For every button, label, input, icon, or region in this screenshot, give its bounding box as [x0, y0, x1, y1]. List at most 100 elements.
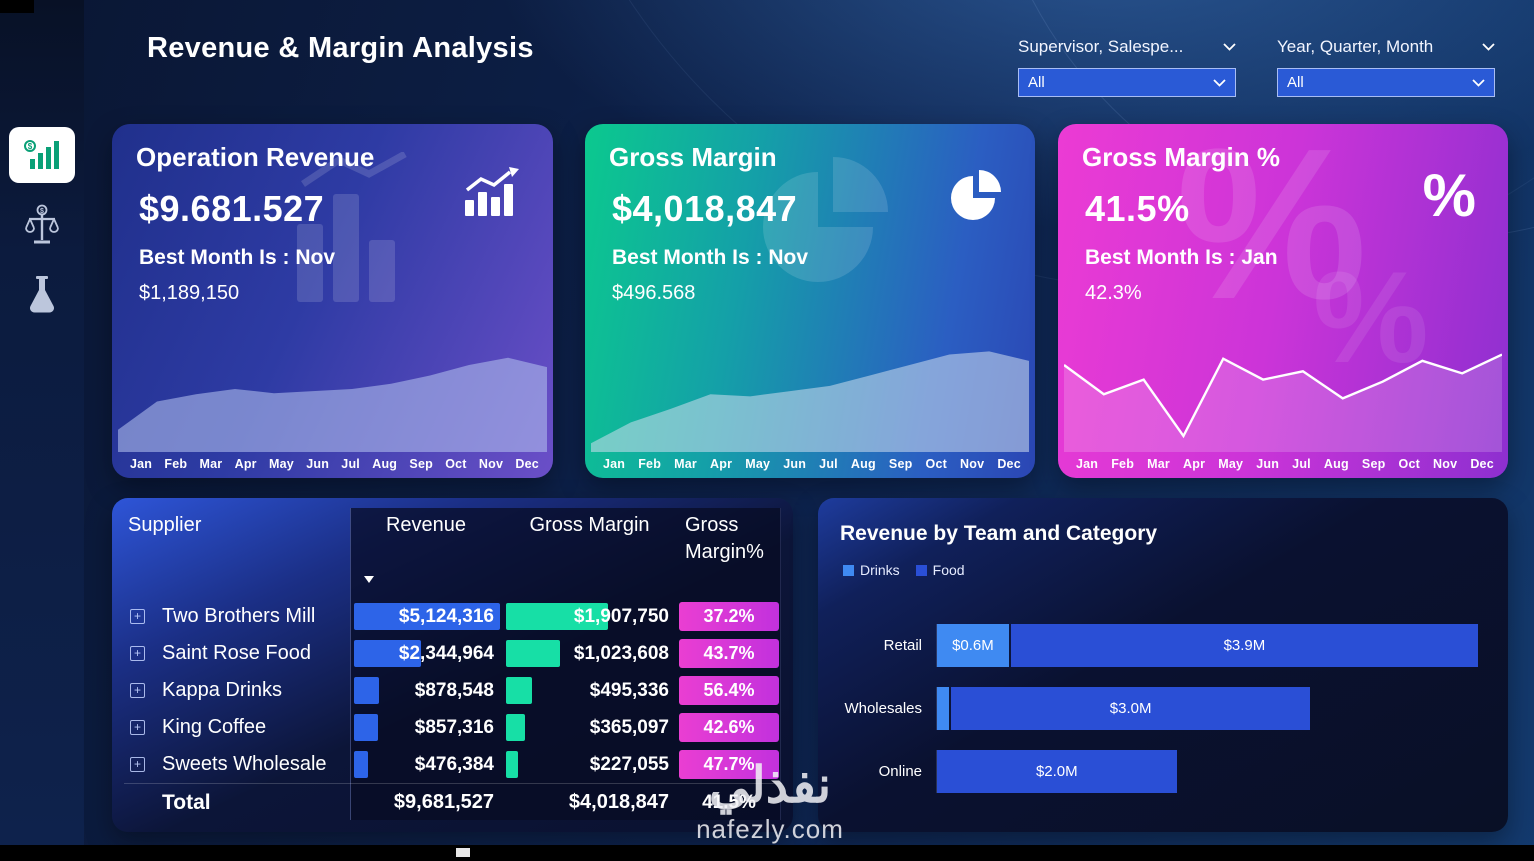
expand-icon[interactable]: + — [130, 757, 145, 772]
table-row[interactable]: + Kappa Drinks $878,548 $495,336 56.4% — [124, 672, 781, 709]
gross-margin-data-bar — [506, 751, 519, 778]
filter-period-value: All — [1287, 74, 1304, 91]
gross-margin-value: $365,097 — [589, 716, 669, 738]
bar-chart-icon — [463, 166, 521, 223]
team-bar-row: Retail $0.6M $3.9M — [840, 624, 1482, 667]
month-axis: Jan Feb Mar Apr May Jun Jul Aug Sep Oct Nov Dec — [130, 457, 539, 471]
legend-item-food[interactable]: Food — [915, 562, 965, 578]
column-header-revenue[interactable]: Revenue — [385, 514, 467, 536]
table-row[interactable]: + Saint Rose Food $2,344,964 $1,023,608 43.7… — [124, 635, 781, 672]
filter-supervisor: Supervisor, Salespe... All — [1018, 35, 1236, 97]
kpi-card-gross-margin: Gross Margin $4,018,847 Best Month Is : … — [585, 124, 1035, 478]
margin-pct-chip: 47.7% — [679, 750, 779, 779]
bar-segment-food[interactable]: $3.9M — [1010, 624, 1478, 667]
supplier-name: Kappa Drinks — [162, 679, 283, 701]
kpi-best-month-value: 42.3% — [1085, 282, 1142, 304]
month-label: Dec — [997, 457, 1021, 471]
kpi-title: Operation Revenue — [136, 142, 375, 172]
supplier-table-card: Supplier Revenue Gross Margin Gross Marg… — [112, 498, 793, 832]
sidebar-item-revenue-page[interactable]: $ — [9, 127, 75, 183]
legend-swatch — [843, 564, 854, 576]
kpi-card-gross-margin-pct: % % Gross Margin % 41.5% Best Month Is :… — [1058, 124, 1508, 478]
gross-margin-data-bar — [506, 603, 608, 630]
filter-period: Year, Quarter, Month All — [1277, 35, 1495, 97]
table-body: + Two Brothers Mill $5,124,316 $1,907,750 37… — [124, 598, 781, 820]
month-axis: Jan Feb Mar Apr May Jun Jul Aug Sep Oct Nov Dec — [603, 457, 1021, 471]
supplier-name: Sweets Wholesale — [162, 753, 327, 775]
filter-supervisor-header[interactable]: Supervisor, Salespe... — [1018, 35, 1236, 59]
table-total-row: Total $9,681,527 $4,018,847 41.5% — [124, 783, 781, 820]
legend-label: Drinks — [860, 562, 900, 578]
category-label: Retail — [883, 637, 922, 654]
table-header-row: Supplier Revenue Gross Margin Gross Marg… — [124, 512, 781, 566]
month-label: Dec — [1470, 457, 1494, 471]
category-label: Wholesales — [844, 700, 922, 717]
table-row[interactable]: + King Coffee $857,316 $365,097 42.6% — [124, 709, 781, 746]
bar-segment-food[interactable]: $3.0M — [950, 687, 1311, 730]
column-header-gross-margin[interactable]: Gross Margin — [529, 514, 650, 536]
revenue-value: $476,384 — [414, 753, 494, 775]
gross-margin-cell: $227,055 — [502, 746, 677, 783]
month-axis: Jan Feb Mar Apr May Jun Jul Aug Sep Oct Nov Dec — [1076, 457, 1494, 471]
revenue-cell: $476,384 — [350, 746, 502, 783]
month-label: Apr — [234, 457, 257, 471]
month-label: Nov — [960, 457, 985, 471]
revenue-value: $2,344,964 — [398, 642, 494, 664]
revenue-cell: $857,316 — [350, 709, 502, 746]
legend-item-drinks[interactable]: Drinks — [843, 562, 900, 578]
month-label: Jun — [783, 457, 807, 471]
bar-track: $2.0M — [936, 750, 1482, 793]
expand-icon[interactable]: + — [130, 646, 145, 661]
bar-segment-drinks[interactable] — [937, 687, 949, 730]
month-label: Oct — [925, 457, 947, 471]
column-header-margin-pct[interactable]: Gross Margin% — [685, 514, 764, 563]
expand-icon[interactable]: + — [130, 683, 145, 698]
bar-segment-food[interactable]: $2.0M — [937, 750, 1177, 793]
bar-chart-dollar-icon: $ — [24, 140, 59, 169]
revenue-cell: $878,548 — [350, 672, 502, 709]
month-label: Jul — [341, 457, 360, 471]
month-label: May — [745, 457, 771, 471]
expand-icon[interactable]: + — [130, 609, 145, 624]
revenue-cell: $5,124,316 — [350, 598, 502, 635]
team-category-chart-card: Revenue by Team and Category Drinks Food … — [818, 498, 1508, 832]
filter-period-header[interactable]: Year, Quarter, Month — [1277, 35, 1495, 59]
month-label: Feb — [1111, 457, 1135, 471]
legend-swatch — [915, 564, 927, 576]
sidebar-item-balance-page[interactable]: $ — [9, 198, 75, 254]
kpi-title: Gross Margin % — [1082, 142, 1280, 172]
chart-legend: Drinks Food — [843, 562, 965, 578]
month-label: Mar — [1147, 457, 1170, 471]
month-label: Feb — [638, 457, 662, 471]
bar-segment-drinks[interactable]: $0.6M — [937, 624, 1009, 667]
month-label: Nov — [1433, 457, 1458, 471]
flask-icon — [29, 276, 55, 313]
page-title: Revenue & Margin Analysis — [147, 32, 534, 64]
filter-period-select[interactable]: All — [1277, 68, 1495, 97]
percent-icon: % — [1422, 162, 1476, 229]
month-label: Oct — [1398, 457, 1420, 471]
table-row[interactable]: + Two Brothers Mill $5,124,316 $1,907,750 37… — [124, 598, 781, 635]
revenue-data-bar — [354, 603, 500, 630]
total-revenue: $9,681,527 — [393, 791, 494, 813]
month-label: Mar — [674, 457, 697, 471]
month-label: Jan — [1076, 457, 1099, 471]
table-row[interactable]: + Sweets Wholesale $476,384 $227,055 47.7% — [124, 746, 781, 783]
month-label: Feb — [164, 457, 188, 471]
svg-text:$: $ — [28, 142, 33, 151]
sort-descending-icon[interactable] — [364, 576, 374, 583]
sidebar-item-lab-page[interactable] — [9, 268, 75, 324]
revenue-cell: $2,344,964 — [350, 635, 502, 672]
bar-track: $0.6M $3.9M — [936, 624, 1482, 667]
month-label: Dec — [515, 457, 539, 471]
corner-notch — [0, 0, 34, 13]
revenue-data-bar — [354, 751, 368, 778]
kpi-value: $4,018,847 — [612, 188, 798, 229]
total-margin-pct: 41.5% — [702, 791, 756, 813]
month-label: Jun — [306, 457, 330, 471]
pie-chart-icon — [947, 166, 1003, 227]
kpi-best-month-value: $1,189,150 — [139, 282, 240, 304]
expand-icon[interactable]: + — [130, 720, 145, 735]
filter-supervisor-select[interactable]: All — [1018, 68, 1236, 97]
column-header-supplier[interactable]: Supplier — [128, 514, 202, 536]
